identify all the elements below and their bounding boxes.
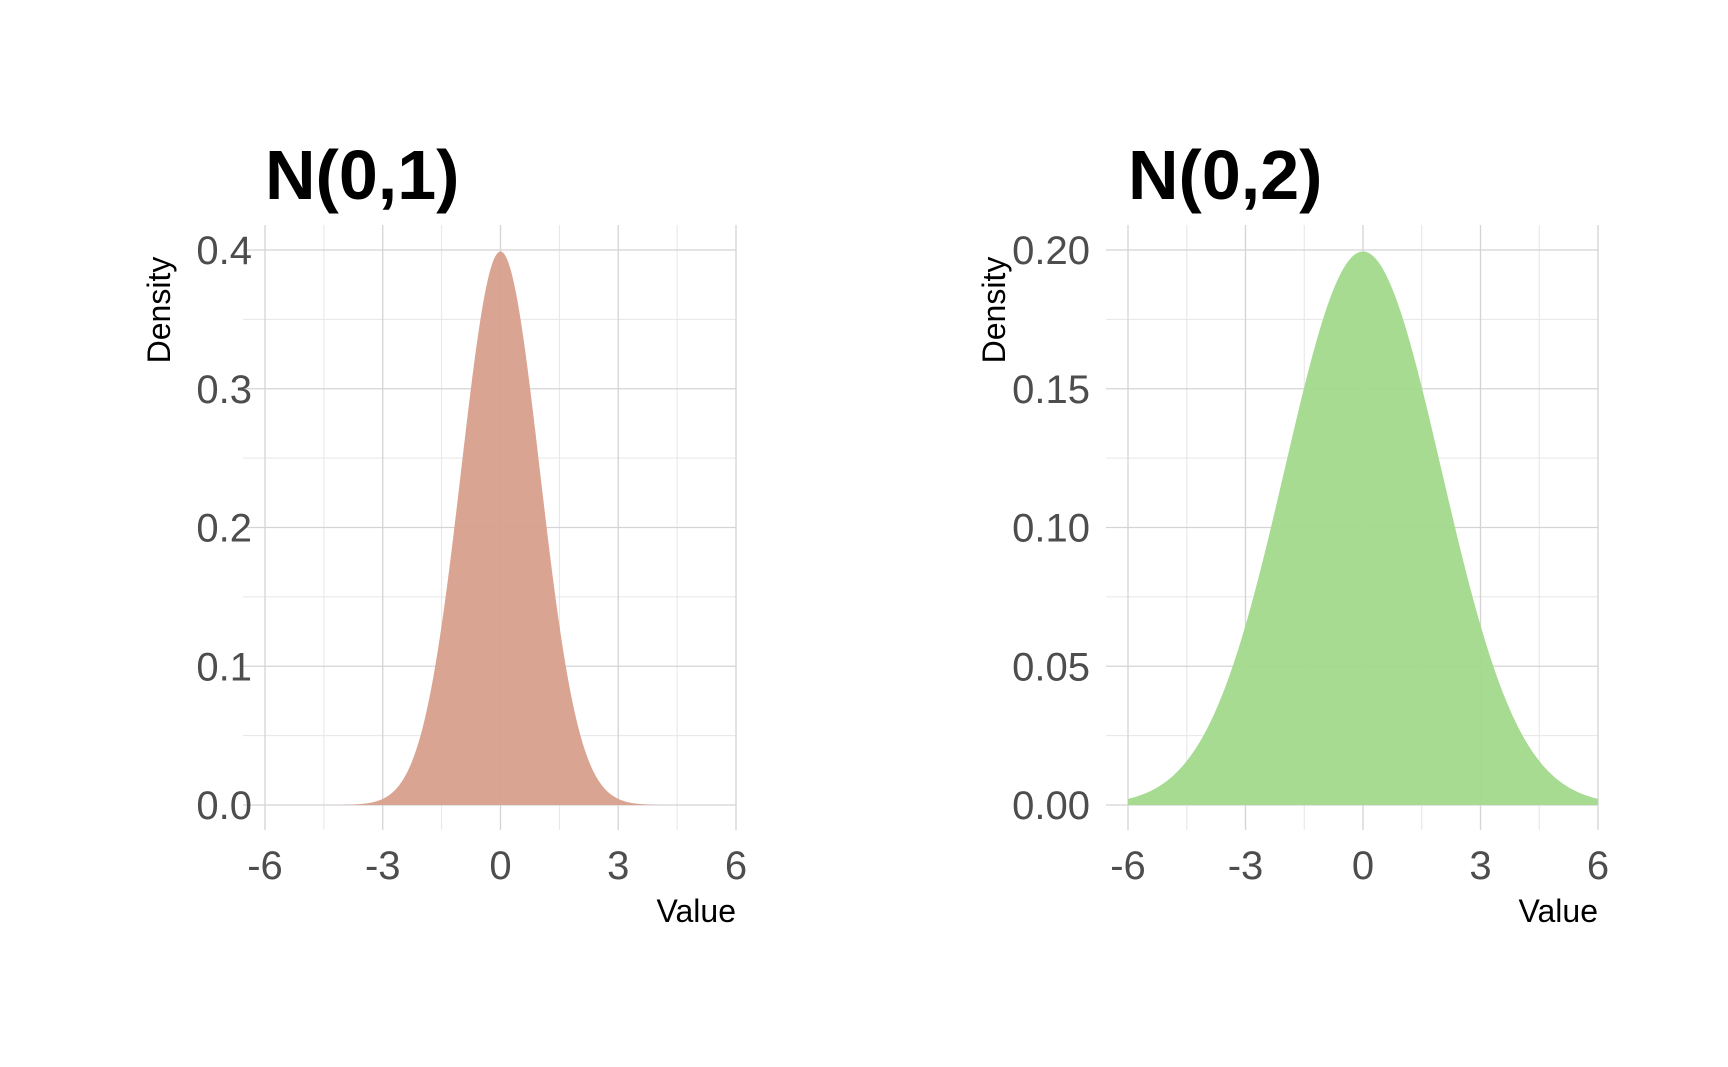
y-tick-label: 0.3 (196, 368, 252, 412)
y-tick-label: 0.10 (1012, 507, 1090, 551)
x-tick-label: -6 (1110, 844, 1146, 888)
x-tick-label: -6 (247, 844, 283, 888)
panel-title: N(0,2) (1128, 136, 1322, 214)
y-tick-label: 0.0 (196, 784, 252, 828)
y-tick-label: 0.00 (1012, 784, 1090, 828)
x-tick-label: -3 (365, 844, 401, 888)
y-tick-label: 0.4 (196, 229, 252, 273)
y-tick-label: 0.05 (1012, 645, 1090, 689)
x-axis-title: Value (1519, 893, 1598, 929)
gridlines (243, 225, 737, 830)
y-tick-label: 0.1 (196, 645, 252, 689)
density-area (343, 251, 658, 806)
x-tick-label: 3 (607, 844, 629, 888)
x-tick-label: 3 (1469, 844, 1491, 888)
y-tick-label: 0.20 (1012, 229, 1090, 273)
panel-normal-sd2: N(0,2) Density Value 0.00 0.05 0.10 0.15 0.2… (976, 136, 1609, 929)
y-tick-label: 0.2 (196, 507, 252, 551)
panel-title: N(0,1) (265, 136, 459, 214)
x-tick-label: 0 (489, 844, 511, 888)
x-tick-label: -3 (1228, 844, 1264, 888)
x-tick-label: 6 (1587, 844, 1609, 888)
x-tick-label: 0 (1352, 844, 1374, 888)
density-area (1128, 251, 1598, 806)
x-axis-title: Value (657, 893, 736, 929)
panel-normal-sd1: N(0,1) Density Value 0.0 0.1 0.2 0.3 0.4 -6 -3… (141, 136, 747, 929)
y-tick-label: 0.15 (1012, 368, 1090, 412)
y-axis-title: Density (141, 257, 177, 364)
y-axis-title: Density (976, 257, 1012, 364)
x-tick-label: 6 (725, 844, 747, 888)
